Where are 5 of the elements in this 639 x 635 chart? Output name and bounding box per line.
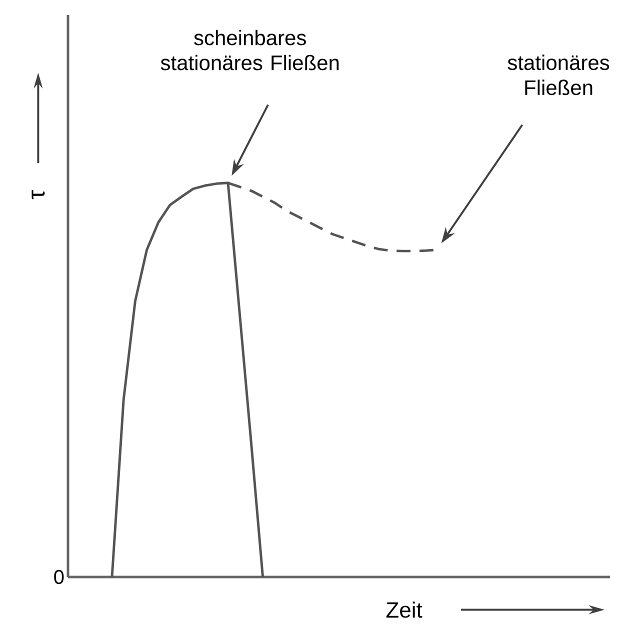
x-axis-title: Zeit [386,602,422,618]
y-axis-title: τ [32,190,45,200]
text: 0 [54,570,64,584]
text: stationäres Fließen [508,54,610,96]
text: scheinbares stationäres Fließen [160,30,339,70]
